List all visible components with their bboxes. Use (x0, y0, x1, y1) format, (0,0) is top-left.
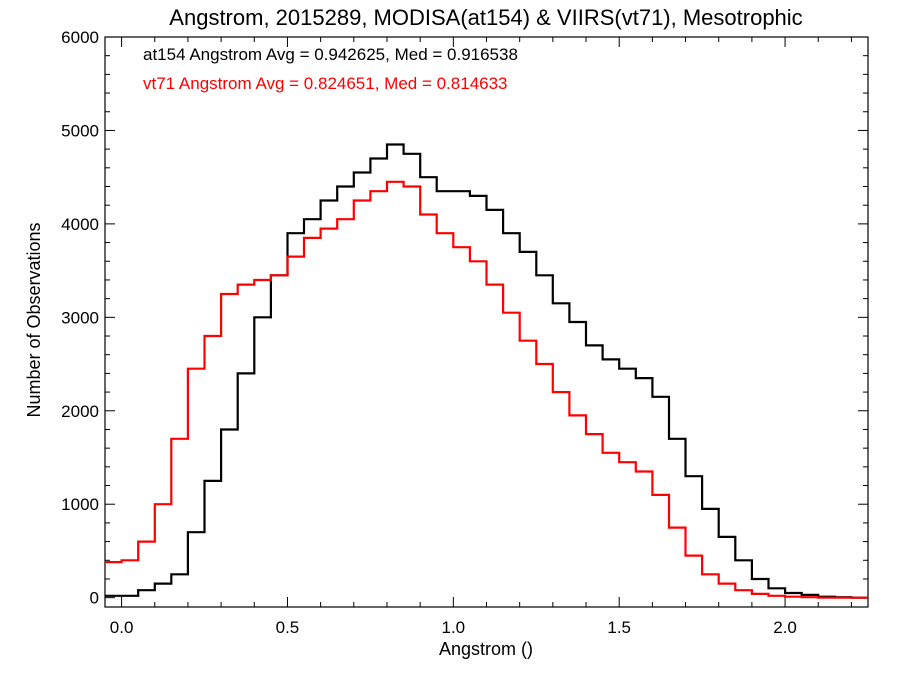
series-line-vt71 (105, 180, 868, 599)
x-tick-label: 1.5 (607, 618, 631, 637)
y-tick-label: 2000 (61, 402, 99, 421)
chart-annotations: at154 Angstrom Avg = 0.942625, Med = 0.9… (143, 45, 518, 93)
y-tick-label: 1000 (61, 495, 99, 514)
x-tick-label: 0.0 (110, 618, 134, 637)
x-tick-label: 0.5 (276, 618, 300, 637)
chart-title: Angstrom, 2015289, MODISA(at154) & VIIRS… (169, 5, 802, 30)
x-tick-label: 2.0 (773, 618, 797, 637)
series-line-at154 (105, 143, 868, 599)
plot-area: 0.0 0.5 1.0 1.5 2.0 0 1000 2000 3000 4000 5000 6000 (61, 28, 869, 637)
x-tick-label: 1.0 (442, 618, 466, 637)
plot-frame (104, 36, 869, 608)
y-tick-label: 0 (90, 589, 99, 608)
annotation-text: at154 Angstrom Avg = 0.942625, Med = 0.9… (143, 45, 518, 64)
y-tick-label: 4000 (61, 215, 99, 234)
annotation-text: vt71 Angstrom Avg = 0.824651, Med = 0.81… (143, 74, 508, 93)
x-axis-label: Angstrom () (439, 639, 533, 659)
y-tick-label: 3000 (61, 308, 99, 327)
y-tick-label: 5000 (61, 121, 99, 140)
y-axis-label: Number of Observations (24, 222, 44, 417)
y-tick-label: 6000 (61, 28, 99, 47)
